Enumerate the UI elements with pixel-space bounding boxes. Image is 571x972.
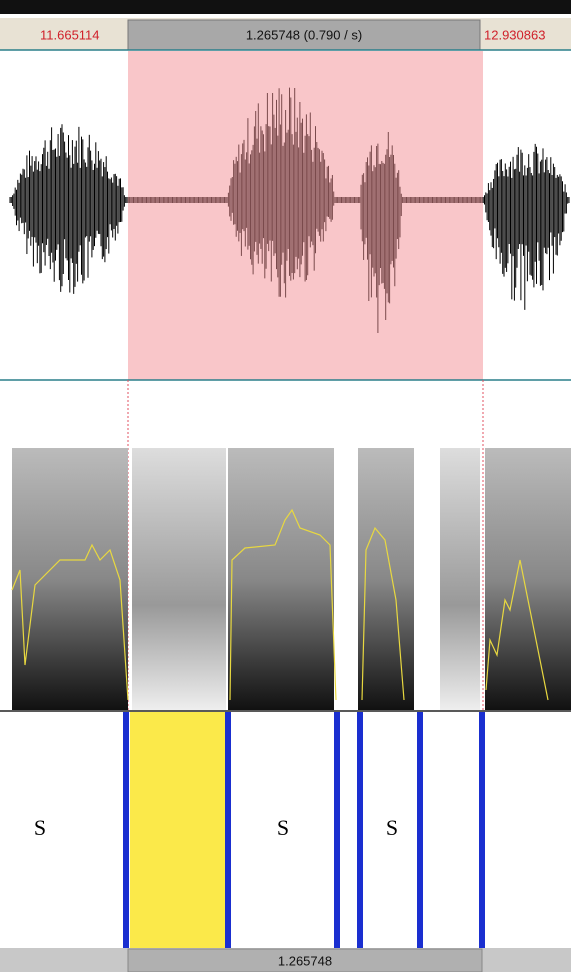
selected-interval[interactable] <box>130 712 226 948</box>
spectrogram <box>12 448 571 710</box>
spectrogram-band <box>228 448 334 710</box>
interval-label: S <box>277 815 289 840</box>
interval-label: S <box>386 815 398 840</box>
boundary[interactable] <box>417 712 423 948</box>
boundary[interactable] <box>123 712 129 948</box>
interval-label: S <box>34 815 46 840</box>
boundary[interactable] <box>225 712 231 948</box>
spectrogram-band <box>485 448 571 710</box>
spectrogram-band <box>440 448 480 710</box>
spectrogram-band <box>12 448 128 710</box>
spectrogram-band <box>358 448 414 710</box>
selection-info: 1.265748 (0.790 / s) <box>246 27 362 42</box>
selection-duration: 1.265748 <box>278 953 332 968</box>
boundary[interactable] <box>479 712 485 948</box>
top-bar <box>0 0 571 14</box>
boundary[interactable] <box>334 712 340 948</box>
boundary[interactable] <box>357 712 363 948</box>
page: 11.665114 1.265748 (0.790 / s) 12.930863… <box>0 0 571 972</box>
spectrogram-band <box>132 448 226 710</box>
sound-editor: 11.665114 1.265748 (0.790 / s) 12.930863… <box>0 0 571 972</box>
end-time: 12.930863 <box>484 27 545 42</box>
start-time: 11.665114 <box>40 27 100 42</box>
